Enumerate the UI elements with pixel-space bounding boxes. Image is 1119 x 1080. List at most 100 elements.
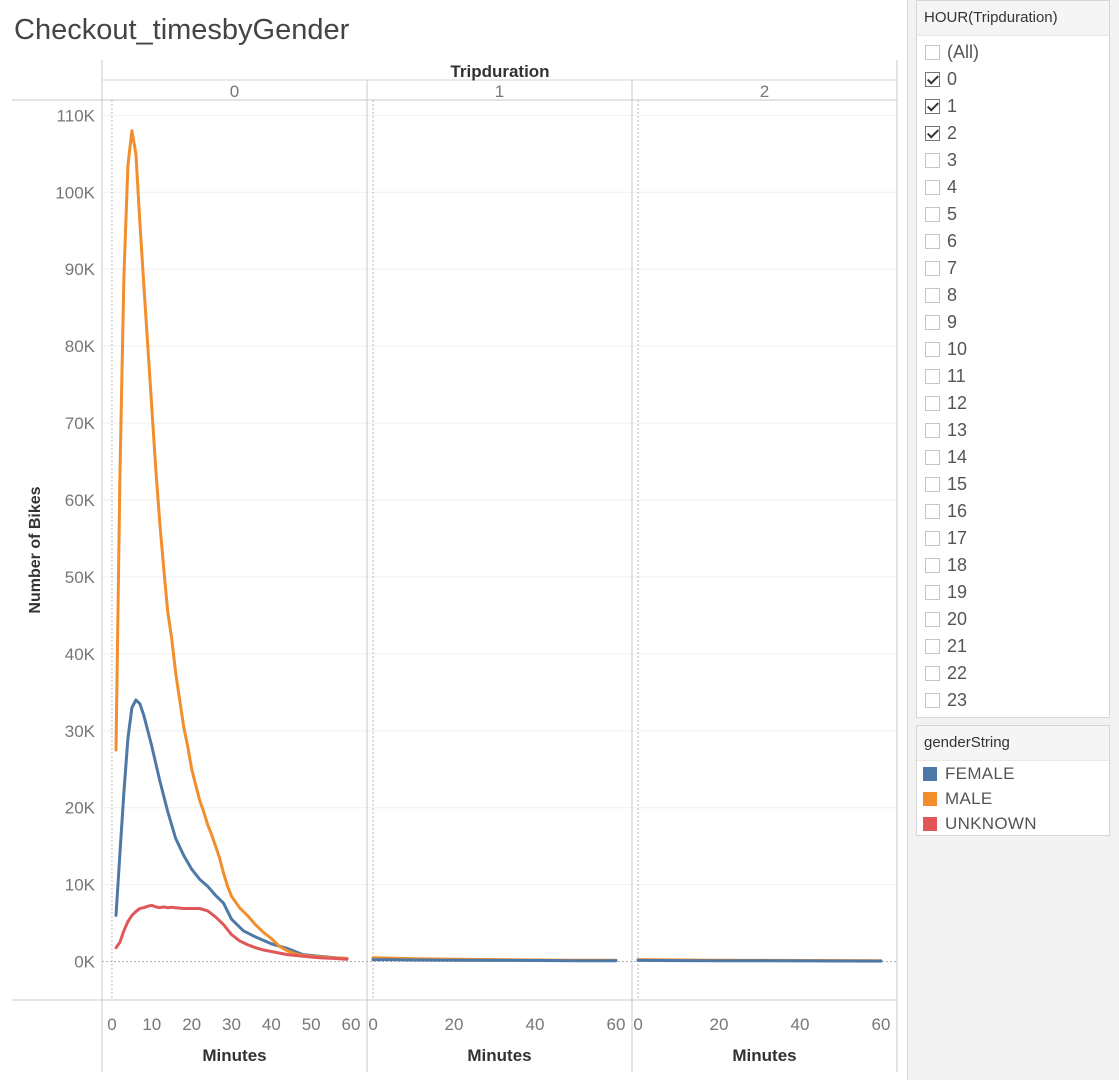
x-tick-label: 0 <box>368 1015 377 1034</box>
filter-item-hour-17[interactable]: 17 <box>925 526 967 550</box>
y-tick-label: 90K <box>65 260 96 279</box>
filter-item-label: 12 <box>947 392 968 413</box>
filter-item-hour-10[interactable]: 10 <box>925 337 967 361</box>
y-tick-label: 30K <box>65 722 96 741</box>
x-tick-label: 10 <box>142 1015 161 1034</box>
filter-checkbox[interactable] <box>925 611 940 627</box>
filter-item-label: 6 <box>947 230 958 251</box>
filter-item-hour-23[interactable]: 23 <box>925 688 967 712</box>
filter-checkbox[interactable] <box>925 665 940 681</box>
legend-swatch <box>923 792 937 806</box>
gender-legend-title: genderString <box>917 726 1109 761</box>
y-tick-label: 60K <box>65 491 96 510</box>
filter-item-hour-12[interactable]: 12 <box>925 391 967 415</box>
y-axis-title: Number of Bikes <box>27 486 44 613</box>
filter-checkbox[interactable] <box>925 98 940 114</box>
filter-item-label: 21 <box>947 635 968 656</box>
filter-checkbox[interactable] <box>925 314 940 330</box>
legend-item-unknown[interactable]: UNKNOWN <box>923 813 1037 835</box>
filter-item-label: 15 <box>947 473 968 494</box>
filter-item-hour-0[interactable]: 0 <box>925 67 957 91</box>
filter-checkbox[interactable] <box>925 233 940 249</box>
y-tick-label: 20K <box>65 799 96 818</box>
filter-checkbox[interactable] <box>925 584 940 600</box>
filter-item-hour-8[interactable]: 8 <box>925 283 957 307</box>
filter-item-label: 23 <box>947 689 968 710</box>
x-tick-label: 20 <box>710 1015 729 1034</box>
filter-item-label: 18 <box>947 554 968 575</box>
filter-item-hour-20[interactable]: 20 <box>925 607 967 631</box>
gender-legend-card: genderString FEMALE MALE UNKNOWN <box>916 725 1110 836</box>
filter-checkbox[interactable] <box>925 287 940 303</box>
filter-item-hour-14[interactable]: 14 <box>925 445 967 469</box>
filter-checkbox[interactable] <box>925 422 940 438</box>
filter-item-label: 3 <box>947 149 958 170</box>
filter-checkbox[interactable] <box>925 44 940 60</box>
filter-checkbox[interactable] <box>925 179 940 195</box>
filter-item-hour-7[interactable]: 7 <box>925 256 957 280</box>
filter-item-label: (All) <box>947 41 979 62</box>
filter-checkbox[interactable] <box>925 125 940 141</box>
hour-filter-title: HOUR(Tripduration) <box>917 1 1109 36</box>
facet-header: Tripduration <box>450 62 549 81</box>
filter-checkbox[interactable] <box>925 476 940 492</box>
legend-label: UNKNOWN <box>945 814 1037 833</box>
y-tick-label: 10K <box>65 876 96 895</box>
filter-item-all[interactable]: (All) <box>925 40 979 64</box>
filter-item-hour-1[interactable]: 1 <box>925 94 957 118</box>
filter-item-hour-19[interactable]: 19 <box>925 580 967 604</box>
filter-item-hour-6[interactable]: 6 <box>925 229 957 253</box>
legend-item-female[interactable]: FEMALE <box>923 763 1015 785</box>
filter-item-label: 0 <box>947 68 958 89</box>
filter-checkbox[interactable] <box>925 260 940 276</box>
legend-swatch <box>923 767 937 781</box>
filter-checkbox[interactable] <box>925 638 940 654</box>
panel-label: 0 <box>230 82 239 101</box>
filter-item-hour-16[interactable]: 16 <box>925 499 967 523</box>
filter-item-label: 16 <box>947 500 968 521</box>
filter-item-hour-11[interactable]: 11 <box>925 364 966 388</box>
x-tick-label: 0 <box>107 1015 116 1034</box>
y-tick-label: 100K <box>55 183 95 202</box>
filter-item-label: 17 <box>947 527 968 548</box>
filter-item-label: 22 <box>947 662 968 683</box>
x-tick-label: 40 <box>526 1015 545 1034</box>
filter-item-hour-13[interactable]: 13 <box>925 418 967 442</box>
filter-checkbox[interactable] <box>925 71 940 87</box>
filter-item-hour-9[interactable]: 9 <box>925 310 957 334</box>
filter-item-hour-4[interactable]: 4 <box>925 175 957 199</box>
series-line-male <box>114 129 349 960</box>
filter-checkbox[interactable] <box>925 341 940 357</box>
filter-checkbox[interactable] <box>925 152 940 168</box>
hour-filter-card: HOUR(Tripduration) (All) 0 1 2 3 4 5 6 7 8 9 10 11 12… <box>916 0 1110 718</box>
filter-checkbox[interactable] <box>925 557 940 573</box>
filter-item-hour-2[interactable]: 2 <box>925 121 957 145</box>
legend-item-male[interactable]: MALE <box>923 788 993 810</box>
filter-checkbox[interactable] <box>925 449 940 465</box>
x-axis-title: Minutes <box>202 1046 266 1065</box>
filter-checkbox[interactable] <box>925 503 940 519</box>
series-line-female <box>636 958 883 963</box>
filter-item-label: 9 <box>947 311 958 332</box>
filter-item-hour-3[interactable]: 3 <box>925 148 957 172</box>
filter-checkbox[interactable] <box>925 206 940 222</box>
filter-checkbox[interactable] <box>925 368 940 384</box>
x-tick-label: 20 <box>182 1015 201 1034</box>
filter-item-hour-5[interactable]: 5 <box>925 202 957 226</box>
filter-item-hour-15[interactable]: 15 <box>925 472 967 496</box>
filter-checkbox[interactable] <box>925 692 940 708</box>
x-tick-label: 20 <box>445 1015 464 1034</box>
filter-item-hour-18[interactable]: 18 <box>925 553 967 577</box>
y-tick-label: 0K <box>74 953 95 972</box>
y-tick-label: 40K <box>65 645 96 664</box>
filter-checkbox[interactable] <box>925 530 940 546</box>
legend-label: MALE <box>945 789 993 808</box>
filter-item-label: 19 <box>947 581 968 602</box>
filter-item-hour-22[interactable]: 22 <box>925 661 967 685</box>
filter-item-label: 13 <box>947 419 968 440</box>
panel-label: 1 <box>495 82 504 101</box>
x-tick-label: 0 <box>633 1015 642 1034</box>
filter-item-hour-21[interactable]: 21 <box>925 634 967 658</box>
filter-checkbox[interactable] <box>925 395 940 411</box>
page-title: Checkout_timesbyGender <box>14 14 350 46</box>
